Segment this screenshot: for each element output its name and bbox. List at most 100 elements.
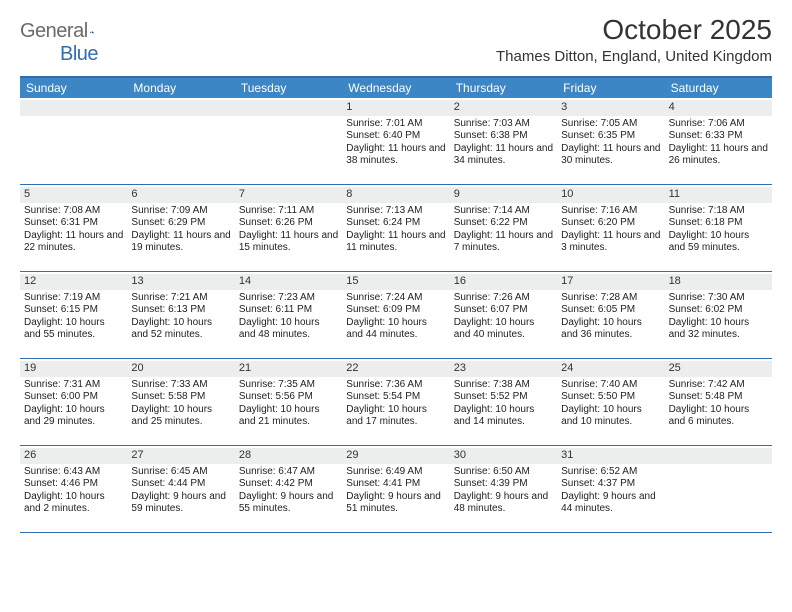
daylight-line: Daylight: 10 hours and 52 minutes.: [131, 317, 230, 342]
day-number: 7: [239, 188, 245, 200]
sunrise-line: Sunrise: 7:01 AM: [346, 118, 445, 131]
sunrise-line: Sunrise: 7:19 AM: [24, 292, 123, 305]
dow-tue: Tuesday: [235, 78, 342, 98]
daylight-line: Daylight: 10 hours and 59 minutes.: [669, 230, 768, 255]
sunset-line: Sunset: 4:46 PM: [24, 478, 123, 491]
day-cell: 13Sunrise: 7:21 AMSunset: 6:13 PMDayligh…: [127, 272, 234, 358]
day-number: 1: [346, 101, 352, 113]
sunset-line: Sunset: 5:58 PM: [131, 391, 230, 404]
week-row: 19Sunrise: 7:31 AMSunset: 6:00 PMDayligh…: [20, 359, 772, 446]
daynum-row: 2: [450, 100, 557, 116]
daynum-row: 13: [127, 274, 234, 290]
dow-wed: Wednesday: [342, 78, 449, 98]
dow-sun: Sunday: [20, 78, 127, 98]
sunset-line: Sunset: 6:24 PM: [346, 217, 445, 230]
sunrise-line: Sunrise: 7:38 AM: [454, 379, 553, 392]
sunset-line: Sunset: 6:35 PM: [561, 130, 660, 143]
daylight-line: Daylight: 10 hours and 6 minutes.: [669, 404, 768, 429]
sunrise-line: Sunrise: 7:36 AM: [346, 379, 445, 392]
sunrise-line: Sunrise: 7:09 AM: [131, 205, 230, 218]
sunrise-line: Sunrise: 6:52 AM: [561, 466, 660, 479]
week-row: 12Sunrise: 7:19 AMSunset: 6:15 PMDayligh…: [20, 272, 772, 359]
day-cell: 8Sunrise: 7:13 AMSunset: 6:24 PMDaylight…: [342, 185, 449, 271]
daylight-line: Daylight: 10 hours and 2 minutes.: [24, 491, 123, 516]
day-number: 2: [454, 101, 460, 113]
week-row: 5Sunrise: 7:08 AMSunset: 6:31 PMDaylight…: [20, 185, 772, 272]
daynum-row: 31: [557, 448, 664, 464]
sunrise-line: Sunrise: 7:11 AM: [239, 205, 338, 218]
daynum-row: 10: [557, 187, 664, 203]
day-number: 9: [454, 188, 460, 200]
day-cell: 20Sunrise: 7:33 AMSunset: 5:58 PMDayligh…: [127, 359, 234, 445]
daylight-line: Daylight: 11 hours and 30 minutes.: [561, 143, 660, 168]
daynum-row: 30: [450, 448, 557, 464]
daynum-row: 25: [665, 361, 772, 377]
week-row: 1 Sunrise: 7:01 AMSunset: 6:40 PM Daylight…: [20, 98, 772, 185]
day-cell: [665, 446, 772, 532]
daynum-row: 3: [557, 100, 664, 116]
sunrise-line: Sunrise: 7:33 AM: [131, 379, 230, 392]
dow-thu: Thursday: [450, 78, 557, 98]
sunset-line: Sunset: 6:29 PM: [131, 217, 230, 230]
sunset-line: Sunset: 6:40 PM: [346, 130, 445, 143]
sunset-line: Sunset: 6:38 PM: [454, 130, 553, 143]
day-number: 30: [454, 449, 466, 461]
sunrise-line: Sunrise: 6:47 AM: [239, 466, 338, 479]
day-number: 21: [239, 362, 251, 374]
sunset-line: Sunset: 6:22 PM: [454, 217, 553, 230]
sunrise-line: Sunrise: 7:16 AM: [561, 205, 660, 218]
daylight-line: Daylight: 10 hours and 55 minutes.: [24, 317, 123, 342]
sunset-line: Sunset: 6:00 PM: [24, 391, 123, 404]
day-cell: [20, 98, 127, 184]
day-cell: 27Sunrise: 6:45 AMSunset: 4:44 PMDayligh…: [127, 446, 234, 532]
day-cell: 25Sunrise: 7:42 AMSunset: 5:48 PMDayligh…: [665, 359, 772, 445]
day-cell: 18Sunrise: 7:30 AMSunset: 6:02 PMDayligh…: [665, 272, 772, 358]
day-number: 11: [669, 188, 680, 200]
sunrise-line: Sunrise: 7:05 AM: [561, 118, 660, 131]
daynum-row: 14: [235, 274, 342, 290]
daynum-row: 29: [342, 448, 449, 464]
day-cell: 28 Sunrise: 6:47 AMSunset: 4:42 PMDayligh…: [235, 446, 342, 532]
sunrise-line: Sunrise: 7:35 AM: [239, 379, 338, 392]
day-number: 6: [131, 188, 137, 200]
day-cell: 16Sunrise: 7:26 AMSunset: 6:07 PMDayligh…: [450, 272, 557, 358]
brand-mark-icon: [90, 24, 94, 40]
sunset-line: Sunset: 4:42 PM: [239, 478, 338, 491]
sunrise-line: Sunrise: 7:28 AM: [561, 292, 660, 305]
day-number: 24: [561, 362, 573, 374]
day-cell: 5Sunrise: 7:08 AMSunset: 6:31 PMDaylight…: [20, 185, 127, 271]
sunset-line: Sunset: 6:07 PM: [454, 304, 553, 317]
day-number: 28: [239, 449, 251, 461]
day-number: 15: [346, 275, 358, 287]
dow-mon: Monday: [127, 78, 234, 98]
day-cell: 19Sunrise: 7:31 AMSunset: 6:00 PMDayligh…: [20, 359, 127, 445]
day-cell: 3 Sunrise: 7:05 AMSunset: 6:35 PMDaylight…: [557, 98, 664, 184]
sunrise-line: Sunrise: 7:08 AM: [24, 205, 123, 218]
sunrise-line: Sunrise: 7:42 AM: [669, 379, 768, 392]
brand-text-2: Blue: [20, 43, 98, 65]
sunrise-line: Sunrise: 7:40 AM: [561, 379, 660, 392]
day-number: 18: [669, 275, 681, 287]
day-cell: 26Sunrise: 6:43 AMSunset: 4:46 PMDayligh…: [20, 446, 127, 532]
daynum-row: 5: [20, 187, 127, 203]
sunset-line: Sunset: 4:39 PM: [454, 478, 553, 491]
daynum-row: 15: [342, 274, 449, 290]
day-number: 20: [131, 362, 143, 374]
sunset-line: Sunset: 4:44 PM: [131, 478, 230, 491]
daylight-line: Daylight: 9 hours and 59 minutes.: [131, 491, 230, 516]
daylight-line: Daylight: 10 hours and 32 minutes.: [669, 317, 768, 342]
daynum-row: 28: [235, 448, 342, 464]
day-cell: 21Sunrise: 7:35 AMSunset: 5:56 PMDayligh…: [235, 359, 342, 445]
daylight-line: Daylight: 9 hours and 55 minutes.: [239, 491, 338, 516]
day-number: 23: [454, 362, 466, 374]
sunset-line: Sunset: 5:50 PM: [561, 391, 660, 404]
daynum-row: 11: [665, 187, 772, 203]
dow-sat: Saturday: [665, 78, 772, 98]
weeks-container: 1 Sunrise: 7:01 AMSunset: 6:40 PM Daylight…: [20, 98, 772, 533]
sunrise-line: Sunrise: 6:49 AM: [346, 466, 445, 479]
daynum-row: [665, 448, 772, 464]
sunrise-line: Sunrise: 7:13 AM: [346, 205, 445, 218]
daynum-row: 26: [20, 448, 127, 464]
sunset-line: Sunset: 6:05 PM: [561, 304, 660, 317]
daynum-row: 9: [450, 187, 557, 203]
